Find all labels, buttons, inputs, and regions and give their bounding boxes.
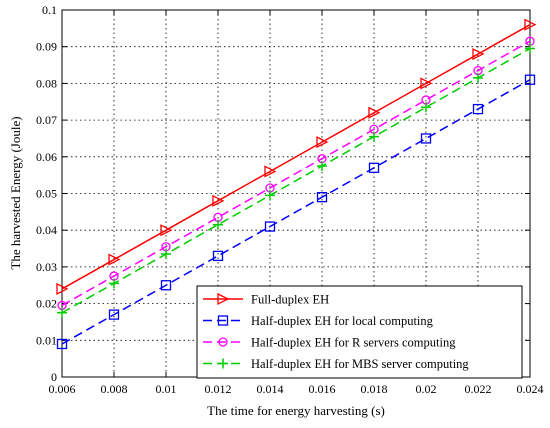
data-point-marker bbox=[161, 249, 171, 260]
legend-item: Full-duplex EH bbox=[203, 293, 329, 307]
y-tick-label: 0.03 bbox=[36, 260, 57, 274]
y-tick-label: 0.1 bbox=[42, 3, 57, 17]
data-point-marker bbox=[421, 102, 431, 113]
series-line bbox=[61, 24, 531, 290]
data-point-marker bbox=[217, 292, 230, 306]
y-tick-label: 0 bbox=[51, 370, 57, 384]
legend-box bbox=[196, 285, 523, 379]
y-tick-label: 0.04 bbox=[36, 223, 57, 237]
legend-label: Half-duplex EH for MBS server computing bbox=[251, 357, 469, 371]
data-point-marker bbox=[524, 74, 536, 85]
series-line bbox=[61, 40, 531, 307]
data-point-marker bbox=[160, 280, 172, 291]
data-point-marker bbox=[316, 192, 328, 203]
data-point-marker bbox=[218, 337, 228, 347]
data-point-marker bbox=[420, 133, 432, 144]
series-line bbox=[61, 47, 531, 314]
x-tick-label: 0.018 bbox=[361, 382, 388, 396]
data-point-marker bbox=[56, 338, 68, 350]
y-tick-label: 0.07 bbox=[36, 113, 57, 127]
data-point-marker bbox=[420, 77, 433, 90]
legend-label: Full-duplex EH bbox=[251, 293, 329, 307]
data-point-marker bbox=[265, 190, 275, 201]
data-point-marker bbox=[473, 72, 483, 83]
x-tick-label: 0.02 bbox=[416, 382, 437, 396]
y-tick-label: 0.02 bbox=[36, 297, 57, 311]
data-point-marker bbox=[369, 131, 379, 142]
series-1 bbox=[56, 18, 537, 295]
data-point-marker bbox=[472, 103, 484, 115]
x-tick-label: 0.022 bbox=[465, 382, 492, 396]
data-point-marker bbox=[218, 358, 228, 369]
y-tick-label: 0.05 bbox=[36, 187, 57, 201]
series-line bbox=[61, 79, 531, 345]
legend-label: Half-duplex EH for local computing bbox=[251, 314, 434, 328]
data-point-marker bbox=[368, 162, 380, 173]
data-point-marker bbox=[109, 278, 119, 289]
data-point-marker bbox=[368, 106, 381, 119]
data-point-marker bbox=[217, 315, 229, 326]
series-4 bbox=[57, 43, 535, 318]
series-3 bbox=[57, 36, 535, 311]
legend-label: Half-duplex EH for R servers computing bbox=[251, 336, 456, 350]
y-axis-ticks: 0 0.01 0.02 0.03 0.04 0.05 0.06 0.07 0.08 0.09 0.1 bbox=[36, 3, 530, 384]
data-point-marker bbox=[472, 47, 485, 61]
y-tick-label: 0.09 bbox=[36, 40, 57, 54]
data-point-marker bbox=[212, 250, 224, 262]
data-point-marker bbox=[57, 307, 67, 318]
legend-item: Half-duplex EH for MBS server computing bbox=[203, 357, 469, 371]
series-2 bbox=[56, 74, 536, 350]
data-point-marker bbox=[108, 309, 120, 320]
data-point-marker bbox=[524, 18, 537, 31]
y-tick-label: 0.06 bbox=[36, 150, 57, 164]
data-point-marker bbox=[160, 224, 173, 237]
data-point-marker bbox=[212, 194, 225, 207]
legend-item: Half-duplex EH for local computing bbox=[203, 314, 434, 328]
legend: Full-duplex EH Half-duplex EH for local c… bbox=[196, 285, 523, 379]
x-tick-label: 0.008 bbox=[101, 382, 128, 396]
data-point-marker bbox=[264, 221, 276, 232]
y-axis-label: The harvested Energy (Joule) bbox=[8, 116, 23, 269]
x-tick-label: 0.016 bbox=[309, 382, 336, 396]
data-point-marker bbox=[264, 165, 277, 178]
x-tick-label: 0.012 bbox=[205, 382, 232, 396]
data-point-marker bbox=[316, 136, 329, 149]
x-tick-label: 0.006 bbox=[49, 382, 76, 396]
data-point-marker bbox=[56, 282, 69, 295]
y-tick-label: 0.01 bbox=[36, 333, 57, 347]
x-tick-label: 0.01 bbox=[156, 382, 177, 396]
x-axis-label: The time for energy harvesting (s) bbox=[207, 403, 385, 418]
data-point-marker bbox=[525, 43, 535, 54]
series-layer bbox=[56, 18, 537, 350]
x-tick-label: 0.014 bbox=[257, 382, 284, 396]
data-point-marker bbox=[317, 160, 327, 171]
legend-item: Half-duplex EH for R servers computing bbox=[203, 336, 456, 350]
x-tick-label: 0.024 bbox=[517, 382, 544, 396]
data-point-marker bbox=[108, 253, 121, 266]
y-tick-label: 0.08 bbox=[36, 76, 57, 90]
data-point-marker bbox=[213, 219, 223, 230]
